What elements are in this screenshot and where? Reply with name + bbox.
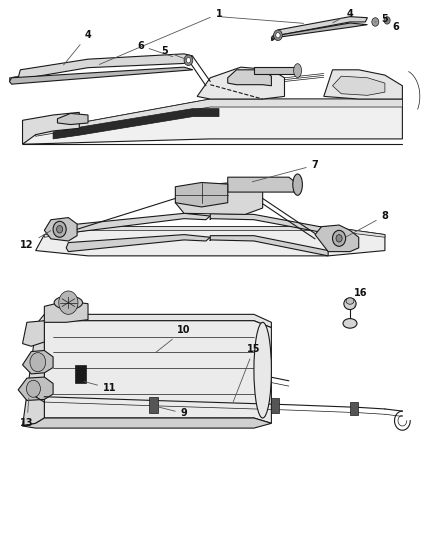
Polygon shape [44,227,385,237]
Circle shape [332,230,346,246]
Polygon shape [228,177,297,192]
Text: 8: 8 [346,211,389,237]
Text: 11: 11 [84,382,117,393]
Polygon shape [228,70,272,86]
Text: 6: 6 [137,41,173,56]
Ellipse shape [343,319,357,328]
Text: 4: 4 [64,30,92,65]
Polygon shape [254,67,297,74]
Polygon shape [10,67,193,84]
Ellipse shape [54,296,82,309]
Ellipse shape [344,298,356,310]
Text: 7: 7 [252,160,318,182]
Polygon shape [175,182,228,207]
Text: 10: 10 [155,325,191,352]
Polygon shape [210,213,328,233]
Polygon shape [22,321,44,426]
Text: 16: 16 [354,288,367,306]
Bar [272,398,279,413]
Ellipse shape [346,298,354,304]
Text: 13: 13 [20,398,34,428]
Polygon shape [35,227,385,256]
Polygon shape [22,321,44,346]
Circle shape [186,58,191,63]
Polygon shape [210,236,328,256]
Circle shape [184,55,193,66]
Polygon shape [22,351,53,374]
Polygon shape [57,114,88,125]
Text: 5: 5 [161,46,186,59]
Circle shape [276,33,280,38]
Polygon shape [44,217,77,241]
Polygon shape [197,67,285,99]
Polygon shape [18,377,53,400]
Ellipse shape [293,174,302,195]
Polygon shape [22,99,403,144]
Polygon shape [324,70,403,99]
Polygon shape [53,109,219,139]
Ellipse shape [254,322,272,418]
Polygon shape [315,225,359,252]
Circle shape [274,30,283,41]
Circle shape [53,221,66,237]
Ellipse shape [293,63,301,77]
Circle shape [372,18,379,26]
Text: 15: 15 [233,344,261,402]
Polygon shape [35,314,272,330]
Circle shape [30,353,46,372]
Polygon shape [272,17,367,41]
Bar [75,365,86,383]
Text: 5: 5 [375,14,389,24]
Polygon shape [66,235,210,252]
Polygon shape [332,76,385,95]
Polygon shape [44,321,272,423]
Circle shape [384,17,390,24]
Polygon shape [272,23,367,41]
Bar [350,401,358,415]
Polygon shape [22,418,272,428]
Polygon shape [175,181,263,214]
Polygon shape [66,213,210,233]
Text: 4: 4 [333,9,353,23]
Circle shape [57,225,63,233]
Text: 1: 1 [99,9,223,64]
Polygon shape [35,99,403,136]
Circle shape [336,235,342,242]
Bar [149,397,158,413]
Polygon shape [44,301,88,322]
Polygon shape [10,76,18,82]
Polygon shape [22,112,79,144]
Circle shape [26,380,40,397]
Text: 9: 9 [156,407,187,418]
Circle shape [59,291,78,314]
Polygon shape [18,54,193,79]
Text: 6: 6 [387,20,399,32]
Text: 12: 12 [20,231,51,250]
